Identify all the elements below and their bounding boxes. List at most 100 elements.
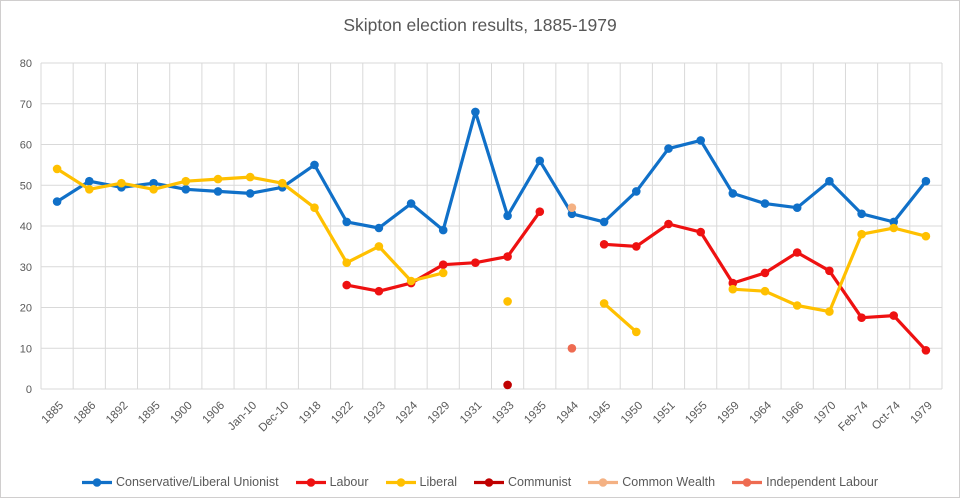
series-independent-labour — [567, 344, 577, 353]
data-point — [921, 346, 931, 355]
data-point — [406, 276, 416, 286]
y-axis-labels: 0 10 20 30 40 50 60 70 80 — [20, 58, 32, 396]
x-tick-label: 1892 — [104, 400, 131, 427]
data-point — [503, 380, 512, 390]
data-point — [921, 176, 931, 186]
legend-swatch-icon — [474, 477, 505, 487]
data-point — [438, 260, 448, 270]
data-point — [599, 217, 609, 227]
legend-item-liberal: Liberal — [385, 475, 458, 489]
data-point — [310, 203, 319, 212]
x-tick-label: 1906 — [201, 400, 228, 427]
data-point — [342, 258, 352, 268]
data-point — [374, 242, 384, 251]
series-common-wealth — [567, 203, 577, 212]
x-tick-label: 1970 — [812, 400, 839, 427]
data-point — [567, 203, 577, 212]
x-tick-label: 1933 — [490, 400, 517, 427]
data-point — [760, 286, 770, 296]
series-liberal — [52, 164, 931, 337]
x-tick-label: 1951 — [651, 400, 678, 427]
legend-swatch-icon — [385, 477, 416, 487]
data-point — [471, 107, 480, 117]
legend-label: Liberal — [419, 475, 458, 489]
y-tick-label: 70 — [20, 99, 32, 111]
data-point — [728, 284, 738, 294]
y-tick-label: 40 — [20, 221, 32, 233]
data-point — [599, 240, 609, 249]
data-point — [728, 278, 738, 288]
data-point — [245, 172, 255, 182]
data-point — [438, 268, 448, 278]
data-point — [52, 197, 62, 206]
y-tick-label: 0 — [26, 384, 32, 396]
y-tick-label: 80 — [20, 58, 32, 70]
data-point — [664, 144, 673, 153]
data-point — [857, 209, 866, 219]
data-point — [792, 203, 802, 212]
data-point — [471, 258, 480, 268]
data-point — [310, 160, 319, 170]
x-tick-label: 1900 — [168, 400, 195, 427]
data-point — [149, 178, 158, 188]
data-point — [438, 225, 448, 235]
y-tick-label: 10 — [20, 343, 32, 355]
series-labour — [342, 207, 931, 355]
data-point — [181, 185, 191, 194]
x-tick-label: Jan-10 — [226, 400, 259, 433]
x-tick-label: 1929 — [426, 400, 453, 427]
data-point — [342, 280, 352, 290]
data-point — [792, 248, 802, 257]
data-point — [889, 311, 898, 320]
legend-item-conservative-liberal-unionist: Conservative/Liberal Unionist — [81, 475, 279, 489]
data-point — [825, 266, 834, 276]
legend-label: Labour — [329, 475, 369, 489]
data-point — [632, 187, 641, 196]
data-point — [503, 211, 512, 221]
data-point — [213, 187, 223, 196]
legend-item-communist: Communist — [474, 475, 571, 489]
legend-item-labour: Labour — [295, 475, 369, 489]
data-point — [213, 174, 223, 184]
data-point — [503, 297, 512, 306]
data-point — [696, 136, 705, 145]
x-tick-label: 1922 — [329, 400, 356, 427]
data-point — [632, 327, 641, 337]
data-point — [760, 268, 770, 278]
data-point — [374, 223, 384, 233]
data-point — [278, 178, 287, 188]
legend-swatch-icon — [732, 477, 763, 487]
x-tick-label: 1924 — [394, 399, 421, 426]
data-point — [374, 286, 384, 296]
data-point — [503, 252, 512, 261]
data-point — [889, 217, 898, 227]
data-point — [52, 164, 62, 174]
x-tick-label: 1979 — [908, 400, 935, 427]
x-tick-label: 1923 — [361, 400, 388, 427]
x-tick-label: Dec-10 — [257, 400, 292, 435]
data-point — [245, 189, 255, 198]
legend-swatch-icon — [588, 477, 619, 487]
x-tick-label: 1966 — [780, 400, 807, 427]
x-tick-label: 1964 — [748, 399, 775, 426]
data-point — [664, 219, 673, 229]
chart-title: Skipton election results, 1885-1979 — [343, 15, 617, 35]
data-point — [149, 185, 158, 194]
x-tick-label: 1918 — [297, 400, 324, 427]
x-tick-label: 1944 — [554, 399, 581, 426]
data-point — [825, 176, 834, 186]
series-line — [55, 110, 928, 232]
data-point — [921, 231, 931, 241]
x-tick-label: Feb-74 — [836, 399, 871, 434]
x-tick-label: 1886 — [72, 400, 99, 427]
data-point — [85, 185, 94, 194]
data-point — [535, 156, 545, 166]
gridlines — [40, 62, 943, 390]
data-point — [632, 242, 641, 251]
data-point — [117, 178, 126, 188]
legend-item-common-wealth: Common Wealth — [588, 475, 715, 489]
data-point — [567, 344, 577, 353]
x-tick-label: 1935 — [522, 400, 549, 427]
